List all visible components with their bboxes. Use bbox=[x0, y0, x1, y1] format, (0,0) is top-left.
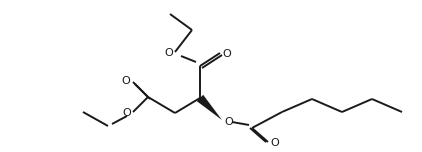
Text: O: O bbox=[223, 49, 231, 59]
Text: O: O bbox=[271, 138, 279, 148]
Text: O: O bbox=[122, 76, 130, 86]
Text: O: O bbox=[225, 117, 233, 127]
Text: O: O bbox=[165, 48, 173, 58]
Text: O: O bbox=[123, 108, 131, 118]
Polygon shape bbox=[197, 95, 222, 120]
